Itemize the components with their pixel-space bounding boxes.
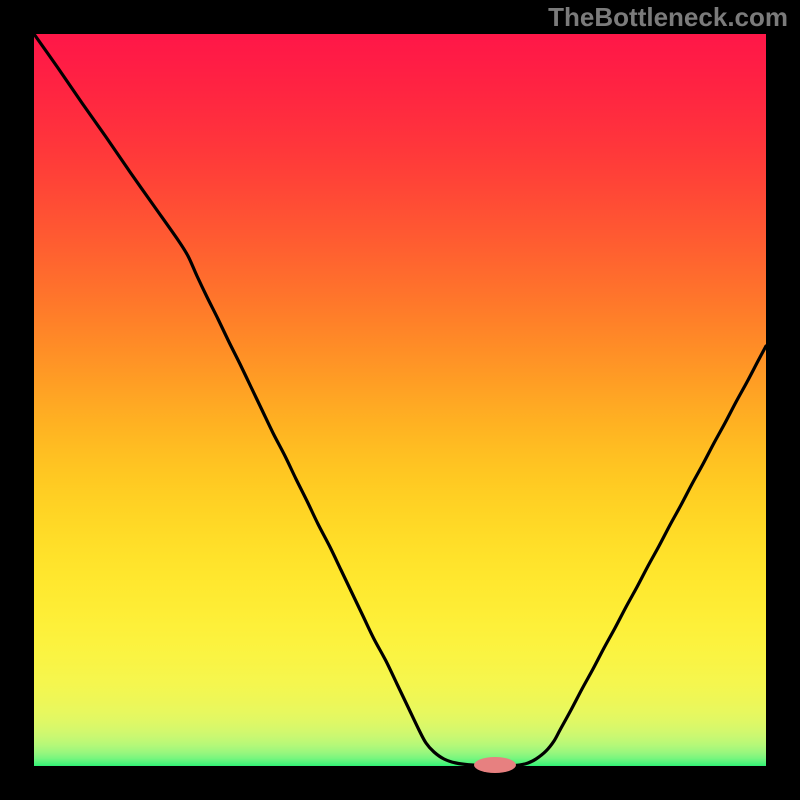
chart-container: TheBottleneck.com bbox=[0, 0, 800, 800]
watermark-text: TheBottleneck.com bbox=[548, 2, 788, 32]
plot-area bbox=[34, 34, 766, 766]
bottleneck-chart: TheBottleneck.com bbox=[0, 0, 800, 800]
optimum-marker bbox=[474, 757, 516, 773]
